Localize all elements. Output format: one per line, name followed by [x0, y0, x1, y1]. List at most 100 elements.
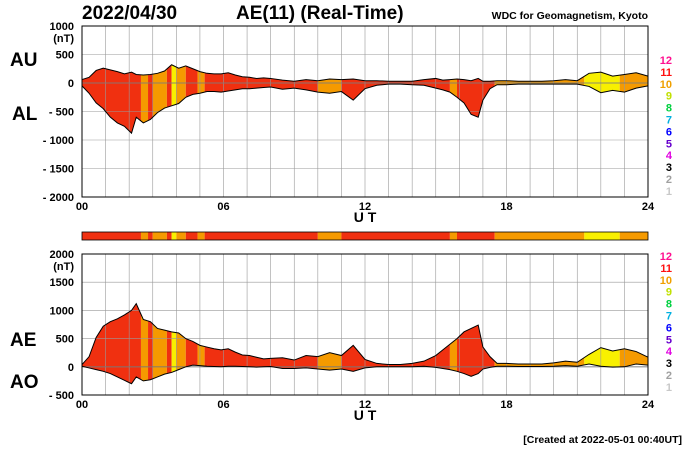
plot-frame [81, 253, 649, 396]
level-legend-item: 6 [666, 322, 672, 334]
activity-bar-segment [166, 232, 172, 240]
level-legend-item: 11 [660, 263, 672, 275]
x-tick-label: 12 [359, 399, 371, 411]
level-legend-item: 4 [666, 346, 673, 358]
chart-title: AE(11) (Real-Time) [236, 3, 404, 24]
y-tick-label: 0 [68, 362, 74, 374]
activity-segment [185, 303, 198, 384]
x-tick-label: 00 [76, 201, 88, 213]
activity-segment [176, 64, 186, 134]
created-timestamp: [Created at 2022-05-01 00:40UT] [523, 434, 682, 446]
activity-bar-segment [619, 232, 648, 240]
activity-segment [494, 303, 585, 384]
x-tick-label: 00 [76, 399, 88, 411]
y-tick-label: 2000 [50, 249, 74, 261]
data-source: WDC for Geomagnetism, Kyoto [491, 10, 648, 22]
activity-bar-segment [449, 232, 457, 240]
activity-bar-segment [152, 232, 167, 240]
x-axis-label: U T [354, 407, 377, 423]
activity-segment [148, 303, 153, 384]
x-tick-label: 18 [500, 399, 512, 411]
level-legend-item: 10 [660, 79, 672, 91]
activity-segment [140, 303, 149, 384]
level-legend-item: 9 [666, 287, 672, 299]
x-tick-label: 24 [642, 201, 655, 213]
level-legend-item: 11 [660, 67, 672, 79]
activity-segment [197, 303, 205, 384]
y-tick-label: - 500 [49, 107, 74, 119]
x-tick-label: 06 [217, 201, 229, 213]
x-tick-label: 18 [500, 201, 512, 213]
activity-bar-segment [176, 232, 186, 240]
activity-bar-segment [456, 232, 495, 240]
ao-label: AO [10, 372, 39, 393]
level-legend-item: 12 [660, 55, 672, 67]
y-tick-label: - 1000 [43, 135, 74, 147]
activity-bar-segment [584, 232, 620, 240]
activity-segment [171, 303, 177, 384]
series-upper-au [81, 64, 649, 82]
x-axis-label: U T [354, 209, 377, 225]
x-tick-label: 24 [642, 399, 655, 411]
level-legend-item: 2 [666, 370, 672, 382]
activity-bar-segment [494, 232, 585, 240]
plot-frame [81, 25, 649, 198]
level-legend-item: 1 [666, 382, 672, 394]
level-legend-item: 3 [666, 358, 672, 370]
level-legend-item: 7 [666, 115, 672, 127]
level-legend-item: 4 [666, 150, 673, 162]
al-label: AL [12, 104, 38, 125]
activity-segment [166, 64, 172, 134]
y-tick-label: - 500 [49, 390, 74, 402]
chart-date: 2022/04/30 [82, 3, 178, 24]
activity-segment [171, 64, 177, 134]
level-legend-item: 9 [666, 91, 672, 103]
activity-segment [176, 303, 186, 384]
activity-bar-segment [82, 232, 141, 240]
y-tick-label: 500 [56, 50, 74, 62]
y-unit-label: (nT) [53, 33, 74, 45]
activity-segment [140, 64, 149, 134]
y-tick-label: 0 [68, 78, 74, 90]
activity-segment [456, 303, 495, 384]
activity-segment [317, 303, 342, 384]
y-tick-label: - 1500 [43, 164, 74, 176]
activity-bar-segment [341, 232, 450, 240]
level-legend-item: 3 [666, 162, 672, 174]
activity-bar-segment [185, 232, 198, 240]
activity-bar-frame [81, 231, 649, 241]
level-legend-item: 7 [666, 311, 672, 323]
activity-segment [166, 303, 172, 384]
activity-bar-segment [171, 232, 177, 240]
level-legend-item: 6 [666, 126, 672, 138]
y-tick-label: - 2000 [43, 192, 74, 204]
level-legend-item: 12 [660, 251, 672, 263]
au-label: AU [10, 50, 38, 71]
activity-bar-segment [197, 232, 205, 240]
level-legend-item: 1 [666, 186, 672, 198]
activity-segment [619, 303, 648, 384]
activity-segment [449, 303, 457, 384]
level-legend-item: 5 [666, 138, 672, 150]
activity-segment [584, 303, 620, 384]
activity-segment [148, 64, 153, 134]
series-lower-ao [81, 363, 649, 385]
y-tick-label: 1500 [50, 277, 74, 289]
activity-bar-segment [140, 232, 149, 240]
activity-bar-segment [317, 232, 342, 240]
level-legend-item: 2 [666, 174, 672, 186]
y-tick-label: 1000 [50, 305, 74, 317]
level-legend-item: 10 [660, 275, 672, 287]
x-tick-label: 12 [359, 201, 371, 213]
y-unit-label: (nT) [53, 261, 74, 273]
activity-bar-segment [204, 232, 318, 240]
activity-segment [204, 303, 318, 384]
y-tick-label: 1000 [50, 21, 74, 33]
ae-label: AE [10, 330, 37, 351]
level-legend-item: 8 [666, 299, 672, 311]
activity-bar-segment [148, 232, 153, 240]
level-legend-item: 5 [666, 334, 672, 346]
y-tick-label: 500 [56, 334, 74, 346]
series-lower-al [81, 83, 649, 135]
